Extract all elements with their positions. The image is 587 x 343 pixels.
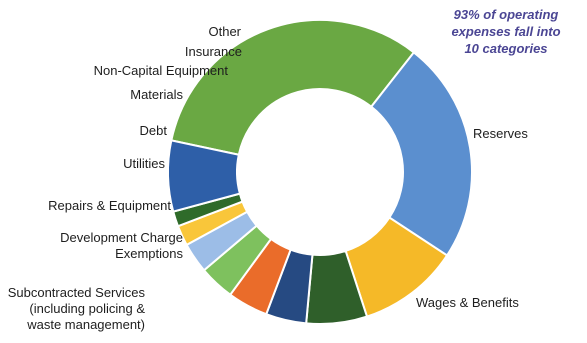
slice-label-wages-benefits: Wages & Benefits bbox=[416, 295, 519, 310]
slice-label-line: Repairs & Equipment bbox=[48, 198, 171, 213]
slice-label-subcontracted-services-including-policing-waste-management: Subcontracted Services (including policin… bbox=[8, 285, 146, 332]
chart-annotation: 93% of operating expenses fall into 10 c… bbox=[431, 6, 581, 57]
slice-label-line: Subcontracted Services bbox=[8, 285, 146, 300]
annotation-line-2: expenses fall into bbox=[451, 24, 561, 39]
slice-label-repairs-equipment: Repairs & Equipment bbox=[48, 198, 171, 213]
slice-label-line: Exemptions bbox=[115, 246, 183, 261]
slice-label-other: Other bbox=[208, 24, 241, 39]
slice-label-insurance: Insurance bbox=[185, 44, 242, 59]
slice-label-development-charge-exemptions: Development Charge Exemptions bbox=[60, 230, 183, 261]
slice-label-line: Insurance bbox=[185, 44, 242, 59]
slice-label-line: Other bbox=[208, 24, 241, 39]
annotation-line-3: 10 categories bbox=[464, 41, 548, 56]
annotation-line-1: 93% of operating bbox=[453, 7, 559, 22]
slice-other bbox=[167, 139, 242, 213]
slice-label-materials: Materials bbox=[130, 87, 183, 102]
slice-label-non-capital-equipment: Non-Capital Equipment bbox=[94, 63, 229, 78]
slice-reserves bbox=[170, 19, 416, 156]
slice-label-line: Utilities bbox=[123, 156, 165, 171]
slice-label-line: (including policing & bbox=[29, 301, 145, 316]
slice-label-reserves: Reserves bbox=[473, 126, 528, 141]
slice-label-debt: Debt bbox=[140, 123, 168, 138]
slice-labels: Reserves Wages & Benefits Subcontracted Se… bbox=[8, 24, 529, 332]
slice-label-line: waste management) bbox=[26, 317, 145, 332]
slice-label-line: Materials bbox=[130, 87, 183, 102]
slice-label-line: Non-Capital Equipment bbox=[94, 63, 229, 78]
donut-slices bbox=[167, 19, 473, 325]
slice-label-utilities: Utilities bbox=[123, 156, 165, 171]
slice-label-line: Reserves bbox=[473, 126, 528, 141]
slice-label-line: Wages & Benefits bbox=[416, 295, 519, 310]
slice-label-line: Debt bbox=[140, 123, 168, 138]
slice-label-line: Development Charge bbox=[60, 230, 183, 245]
slice-wages-benefits bbox=[369, 51, 473, 257]
